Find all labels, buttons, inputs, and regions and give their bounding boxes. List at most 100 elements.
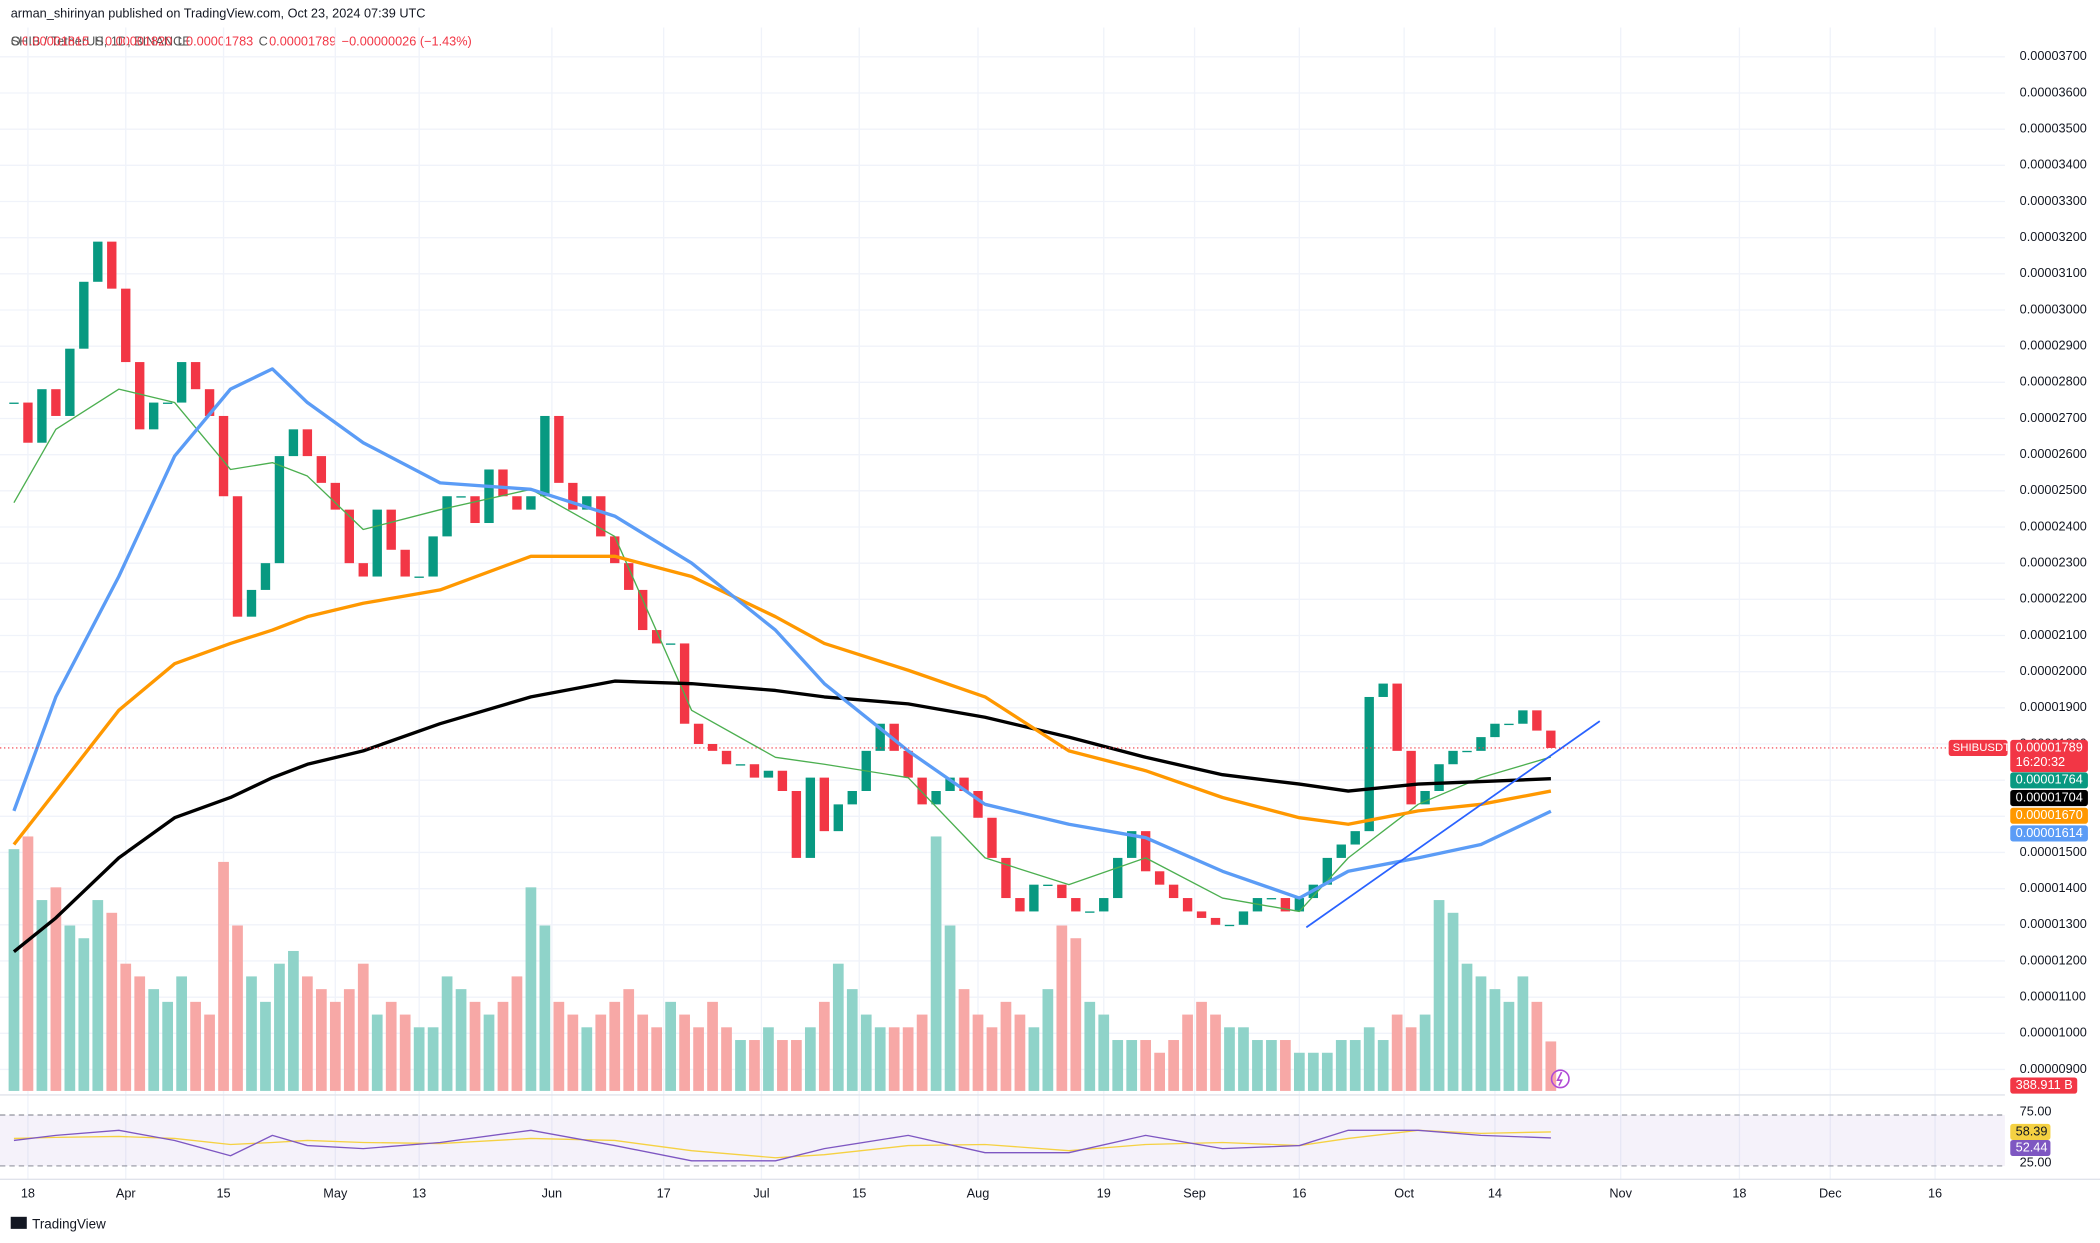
candle-body — [1420, 790, 1430, 805]
volume-bar — [120, 963, 132, 1091]
alert-icon[interactable] — [1550, 1069, 1570, 1089]
candle-body — [638, 589, 648, 631]
volume-bar — [343, 989, 355, 1091]
candle-body — [428, 536, 438, 577]
volume-bar — [1224, 1027, 1235, 1091]
x-tick-label: 14 — [1488, 1185, 1502, 1200]
candle-body — [665, 643, 676, 645]
candle-body — [1448, 750, 1458, 765]
ohlc-value: 0.00001820 — [105, 34, 172, 49]
volume-bar — [665, 1001, 676, 1091]
x-tick-label: 19 — [1097, 1185, 1111, 1200]
candle-body — [931, 790, 941, 805]
rsi-line — [13, 1129, 1551, 1162]
candle-body — [65, 348, 75, 416]
volume-bar — [1042, 989, 1054, 1091]
rsi-signal-tag — [2010, 1123, 2051, 1140]
volume-bar — [1280, 1040, 1291, 1091]
candle-body — [526, 496, 536, 510]
volume-bar — [944, 925, 956, 1091]
volume-bar — [846, 989, 858, 1091]
y-tick-label: 0.00003500 — [2020, 121, 2087, 136]
candle-body — [568, 482, 578, 510]
moving-average — [12, 679, 1551, 953]
volume-bar — [441, 976, 453, 1091]
volume-bar — [1419, 1014, 1431, 1091]
candle-body — [1378, 683, 1388, 697]
y-tick-label: 0.00001500 — [2020, 844, 2087, 859]
candle-body — [917, 777, 927, 805]
candle-body — [596, 496, 606, 537]
volume-bar — [162, 1001, 174, 1091]
volume-bar — [1349, 1040, 1361, 1091]
volume-bar — [986, 1027, 998, 1091]
y-tick-label: 0.00002200 — [2020, 591, 2087, 606]
volume-bar — [623, 989, 635, 1091]
x-tick-label: Sep — [1183, 1185, 1206, 1200]
candle-body — [442, 496, 452, 537]
volume-bar — [148, 989, 160, 1091]
candle-body — [651, 630, 662, 644]
volume-bar — [274, 963, 285, 1091]
candle-body — [1127, 831, 1137, 858]
volume-bar — [763, 1027, 774, 1091]
candle-body — [1071, 898, 1081, 912]
trendline — [1305, 720, 1601, 929]
ohlc-change: −0.00000026 (−1.43%) — [342, 34, 472, 49]
rsi-pane — [0, 1114, 2005, 1167]
volume-bar — [930, 836, 942, 1091]
volume-bar — [190, 1001, 201, 1091]
candle-body — [1364, 696, 1374, 832]
volume-bar — [707, 1001, 718, 1091]
volume-bar — [860, 1014, 872, 1091]
ma-tag — [2010, 790, 2088, 807]
volume-bar — [1545, 1041, 1557, 1091]
candle-body — [1504, 723, 1514, 726]
candle-body — [1336, 844, 1346, 858]
volume-bar — [609, 1001, 621, 1091]
volume-bar — [218, 861, 229, 1091]
y-tick-label: 0.00001000 — [2020, 1025, 2087, 1040]
volume-bar — [385, 1001, 397, 1091]
candle-body — [749, 764, 760, 778]
ohlc-value: 0.00001789 — [269, 34, 336, 49]
moving-average — [13, 388, 1552, 913]
y-tick-label: 0.00003100 — [2020, 265, 2087, 280]
moving-average — [12, 367, 1552, 900]
brand-logo — [10, 1216, 27, 1229]
volume-bar — [22, 836, 34, 1091]
x-tick-label: 17 — [657, 1185, 671, 1200]
candle-body — [1182, 898, 1193, 912]
candle-body — [400, 549, 410, 577]
volume-bar — [679, 1014, 690, 1091]
ma-tag-label: 0.00001704 — [2016, 789, 2083, 804]
volume-bar — [8, 849, 20, 1091]
candle-body — [735, 764, 746, 766]
candle-body — [1029, 884, 1039, 912]
volume-bar — [1196, 1001, 1207, 1091]
candle-body — [1196, 911, 1207, 918]
y-tick-label: 0.00001200 — [2020, 952, 2087, 967]
volume-bar — [134, 976, 146, 1091]
candle-body — [1294, 898, 1305, 912]
candle-body — [791, 790, 802, 858]
volume-bar — [92, 900, 104, 1091]
candle-body — [344, 509, 354, 564]
volume-bar — [64, 925, 76, 1091]
rsi-tick-label: 75.00 — [2020, 1104, 2052, 1119]
volume-bar — [302, 976, 313, 1091]
countdown: 16:20:32 — [2016, 754, 2066, 769]
candle-body — [484, 469, 494, 524]
candle-body — [260, 563, 271, 590]
candle-body — [693, 723, 704, 744]
ma-tag-label: 0.00001670 — [2016, 807, 2083, 822]
axes: 0.00000900 0.00001000 0.00001100 0.00001200… — [21, 48, 2088, 1200]
ohlc-value: 0.00001783 — [186, 34, 253, 49]
candle-body — [987, 817, 997, 858]
volume-tag-label: 388.911 B — [2016, 1077, 2073, 1092]
candle-body — [512, 496, 522, 510]
y-tick-label: 0.00000900 — [2020, 1061, 2087, 1076]
volume-bar — [1433, 900, 1445, 1091]
